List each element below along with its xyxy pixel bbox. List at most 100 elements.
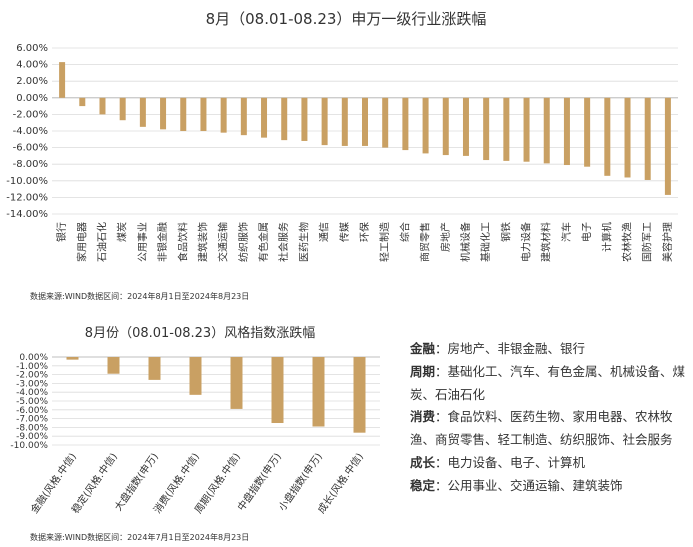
legend-row: 金融：房地产、非银金融、银行 bbox=[410, 338, 690, 361]
y-tick-label: -4.00% bbox=[16, 388, 48, 398]
style-definition-panel: 金融：房地产、非银金融、银行 周期：基础化工、汽车、有色金属、机械设备、煤炭、石油… bbox=[410, 338, 690, 498]
bar-非银金融 bbox=[160, 97, 167, 130]
x-category-label: 银行 bbox=[55, 222, 68, 242]
legend-text: ：食品饮料、医药生物、家用电器、农林牧渔、商贸零售、轻工制造、纺织服饰、社会服务 bbox=[410, 409, 673, 448]
bar-金融(风格.中信) bbox=[66, 357, 79, 360]
bar-电子 bbox=[584, 97, 591, 167]
x-category-label: 环保 bbox=[358, 222, 371, 242]
y-tick-label: -10.00% bbox=[10, 441, 48, 451]
x-category-label: 电力设备 bbox=[520, 222, 533, 262]
x-category-label: 金融(风格.中信) bbox=[28, 450, 79, 516]
x-category-label: 农林牧渔 bbox=[621, 222, 634, 262]
legend-text: ：公用事业、交通运输、建筑装饰 bbox=[435, 477, 623, 493]
y-tick-label: -10.00% bbox=[6, 176, 48, 187]
x-category-label: 有色金属 bbox=[257, 222, 270, 262]
x-category-label: 综合 bbox=[398, 222, 411, 242]
legend-key: 周期 bbox=[410, 363, 436, 379]
y-tick-label: -2.00% bbox=[16, 371, 48, 381]
y-tick-label: 0.00% bbox=[19, 353, 48, 363]
y-tick-label: -14.00% bbox=[6, 209, 48, 220]
bar-稳定(风格.中信) bbox=[107, 357, 120, 374]
legend-row: 周期：基础化工、汽车、有色金属、机械设备、煤炭、石油石化 bbox=[410, 361, 690, 407]
x-category-label: 通信 bbox=[319, 222, 331, 242]
y-tick-label: -2.00% bbox=[13, 109, 48, 120]
bottom-data-source: 数据来源:WIND数据区间：2024年7月1日至2024年8月23日 bbox=[30, 533, 250, 542]
x-category-label: 中盘指数(申万) bbox=[234, 450, 284, 513]
bar-煤炭 bbox=[119, 97, 126, 121]
bar-机械设备 bbox=[462, 97, 469, 156]
bar-国防军工 bbox=[644, 97, 651, 180]
x-category-label: 国防军工 bbox=[641, 222, 654, 262]
bar-食品饮料 bbox=[180, 97, 187, 131]
bar-轻工制造 bbox=[382, 97, 389, 148]
y-tick-label: -6.00% bbox=[13, 143, 48, 154]
bar-大盘指数(申万) bbox=[148, 357, 161, 380]
x-category-label: 非银金融 bbox=[156, 222, 169, 262]
legend-key: 稳定 bbox=[410, 477, 436, 493]
y-tick-label: 2.00% bbox=[16, 76, 48, 87]
y-tick-label: -12.00% bbox=[6, 192, 48, 203]
legend-text: ：电力设备、电子、计算机 bbox=[435, 454, 586, 470]
legend-text: ：基础化工、汽车、有色金属、机械设备、煤炭、石油石化 bbox=[410, 363, 686, 402]
x-category-label: 建筑材料 bbox=[540, 222, 553, 262]
y-tick-label: 4.00% bbox=[16, 60, 48, 71]
x-category-label: 小盘指数(申万) bbox=[275, 450, 325, 513]
x-category-label: 房地产 bbox=[439, 222, 452, 252]
x-category-label: 煤炭 bbox=[116, 222, 129, 242]
bar-计算机 bbox=[604, 97, 611, 176]
bar-消费(风格.中信) bbox=[189, 357, 202, 395]
x-category-label: 纺织服饰 bbox=[237, 222, 250, 262]
y-tick-label: -4.00% bbox=[13, 126, 48, 137]
bar-传媒 bbox=[341, 97, 348, 146]
x-category-label: 公用事业 bbox=[136, 222, 149, 262]
legend-text: ：房地产、非银金融、银行 bbox=[435, 341, 586, 356]
y-tick-label: 0.00% bbox=[16, 93, 48, 104]
y-tick-label: -1.00% bbox=[16, 362, 48, 372]
x-category-label: 钢铁 bbox=[499, 222, 512, 242]
bar-美容护理 bbox=[664, 97, 671, 195]
bar-商贸零售 bbox=[422, 97, 429, 154]
bar-社会服务 bbox=[281, 97, 288, 141]
legend-row: 成长：电力设备、电子、计算机 bbox=[410, 452, 690, 475]
style-index-returns-chart: 8月份（08.01-08.23）风格指数涨跌幅 0.00%-1.00%-2.00%… bbox=[10, 325, 380, 516]
bar-电力设备 bbox=[523, 97, 530, 162]
bar-建筑装饰 bbox=[200, 97, 207, 131]
y-tick-label: -7.00% bbox=[16, 415, 48, 425]
bar-钢铁 bbox=[503, 97, 510, 161]
x-category-label: 医药生物 bbox=[297, 222, 310, 262]
bar-房地产 bbox=[442, 97, 449, 156]
bar-医药生物 bbox=[301, 97, 308, 141]
x-category-label: 石油石化 bbox=[95, 222, 108, 262]
x-category-label: 电子 bbox=[580, 222, 593, 242]
industry-returns-chart: 8月（08.01-08.23）申万一级行业涨跌幅 6.00% 4.00% 2.00% 0… bbox=[6, 10, 678, 262]
x-category-label: 食品饮料 bbox=[176, 222, 189, 262]
x-category-label: 轻工制造 bbox=[378, 222, 391, 262]
bar-农林牧渔 bbox=[624, 97, 631, 178]
x-category-label: 计算机 bbox=[600, 222, 613, 252]
bar-成长(风格.中信) bbox=[353, 357, 366, 433]
bar-基础化工 bbox=[483, 97, 490, 161]
bar-建筑材料 bbox=[543, 97, 550, 164]
x-category-label: 社会服务 bbox=[277, 222, 290, 262]
x-category-label: 商贸零售 bbox=[419, 222, 432, 262]
chart-title: 8月（08.01-08.23）申万一级行业涨跌幅 bbox=[206, 10, 487, 28]
y-tick-label: -3.00% bbox=[16, 379, 48, 389]
top-data-source: 数据来源:WIND数据区间：2024年8月1日至2024年8月23日 bbox=[30, 292, 250, 301]
chart-title: 8月份（08.01-08.23）风格指数涨跌幅 bbox=[85, 325, 315, 341]
y-tick-label: -8.00% bbox=[13, 159, 48, 170]
x-category-label: 大盘指数(申万) bbox=[111, 450, 161, 513]
legend-key: 金融 bbox=[410, 341, 436, 356]
bar-综合 bbox=[402, 97, 409, 151]
bar-环保 bbox=[362, 97, 368, 146]
bar-周期(风格.中信) bbox=[230, 357, 243, 409]
x-category-label: 机械设备 bbox=[459, 222, 472, 262]
bar-中盘指数(申万) bbox=[271, 357, 284, 423]
bar-汽车 bbox=[563, 97, 570, 166]
bar-家用电器 bbox=[79, 97, 86, 107]
legend-row: 稳定：公用事业、交通运输、建筑装饰 bbox=[410, 475, 690, 498]
bar-小盘指数(申万) bbox=[312, 357, 325, 427]
bar-交通运输 bbox=[220, 97, 227, 133]
bar-有色金属 bbox=[261, 97, 268, 138]
x-category-label: 汽车 bbox=[560, 222, 573, 242]
x-category-label: 基础化工 bbox=[479, 222, 492, 262]
